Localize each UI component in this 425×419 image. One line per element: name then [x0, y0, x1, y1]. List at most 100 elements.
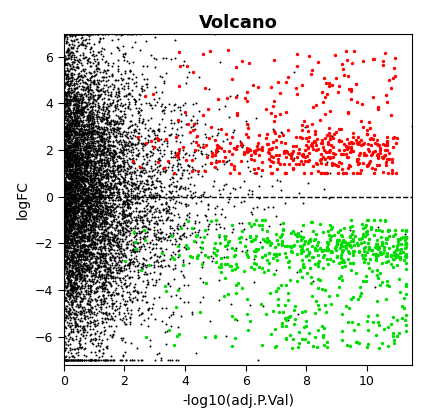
- Point: [66, 132, 73, 139]
- Point: [78, 76, 85, 83]
- Point: [65, 254, 72, 261]
- Point: [76, 134, 83, 140]
- Point: [138, 119, 145, 125]
- Point: [74, 175, 81, 182]
- Point: [136, 228, 143, 234]
- Point: [143, 270, 150, 277]
- Point: [93, 297, 100, 303]
- Point: [114, 93, 121, 100]
- Point: [75, 174, 82, 181]
- Point: [104, 125, 111, 132]
- Point: [103, 187, 110, 194]
- Point: [70, 248, 76, 254]
- Point: [71, 285, 77, 291]
- Point: [258, 265, 265, 272]
- Point: [94, 122, 101, 129]
- Point: [135, 194, 142, 200]
- Point: [63, 178, 70, 185]
- Point: [77, 148, 84, 155]
- Point: [93, 253, 100, 260]
- Point: [357, 170, 364, 177]
- Point: [122, 191, 129, 198]
- Point: [62, 186, 69, 193]
- Point: [88, 119, 95, 126]
- Point: [99, 237, 105, 243]
- Point: [167, 210, 174, 217]
- Point: [69, 301, 76, 308]
- Point: [79, 126, 85, 133]
- Point: [70, 188, 77, 194]
- Point: [120, 352, 127, 359]
- Point: [237, 142, 244, 148]
- Point: [81, 264, 88, 271]
- Point: [84, 246, 91, 253]
- Point: [102, 116, 109, 122]
- Point: [77, 108, 84, 114]
- Point: [170, 194, 177, 201]
- Point: [142, 186, 148, 192]
- Point: [138, 321, 145, 328]
- Point: [126, 291, 133, 297]
- Point: [109, 196, 116, 203]
- Point: [68, 226, 75, 233]
- Point: [62, 128, 69, 135]
- Point: [119, 117, 126, 124]
- Point: [79, 200, 86, 207]
- Point: [70, 186, 76, 193]
- Point: [76, 163, 83, 169]
- Point: [72, 129, 79, 136]
- Point: [218, 255, 224, 261]
- Point: [76, 227, 82, 233]
- Point: [69, 72, 76, 78]
- Point: [62, 202, 69, 208]
- Point: [111, 233, 118, 240]
- Point: [70, 222, 76, 228]
- Point: [86, 206, 93, 212]
- Point: [80, 275, 87, 282]
- Point: [91, 153, 97, 160]
- Point: [65, 160, 72, 166]
- Point: [63, 129, 70, 136]
- Point: [99, 350, 106, 357]
- Point: [67, 192, 74, 199]
- Point: [89, 220, 96, 227]
- Point: [76, 96, 82, 103]
- Point: [123, 185, 130, 192]
- Point: [107, 246, 113, 252]
- Point: [83, 116, 90, 123]
- Point: [139, 119, 146, 126]
- Point: [174, 287, 181, 293]
- Point: [147, 147, 154, 154]
- Point: [110, 131, 117, 137]
- Point: [76, 357, 83, 363]
- Point: [322, 160, 329, 167]
- Point: [171, 149, 178, 156]
- Point: [73, 138, 79, 145]
- Point: [104, 225, 111, 232]
- Point: [145, 173, 152, 179]
- Point: [113, 223, 120, 230]
- Point: [123, 198, 130, 205]
- Point: [304, 158, 311, 165]
- Point: [92, 259, 99, 266]
- Point: [82, 154, 89, 160]
- Point: [98, 209, 105, 216]
- Point: [90, 182, 97, 189]
- Point: [113, 138, 120, 145]
- Point: [384, 236, 391, 243]
- Point: [74, 155, 81, 162]
- Point: [92, 241, 99, 247]
- Point: [110, 233, 117, 240]
- Point: [79, 206, 86, 212]
- Point: [65, 59, 72, 66]
- Point: [296, 268, 303, 274]
- Point: [68, 205, 75, 212]
- Point: [74, 276, 80, 283]
- Point: [125, 241, 131, 248]
- X-axis label: -log10(adj.P.Val): -log10(adj.P.Val): [182, 393, 294, 408]
- Point: [61, 176, 68, 183]
- Point: [108, 173, 115, 180]
- Point: [262, 135, 269, 142]
- Point: [90, 252, 96, 259]
- Point: [85, 236, 91, 243]
